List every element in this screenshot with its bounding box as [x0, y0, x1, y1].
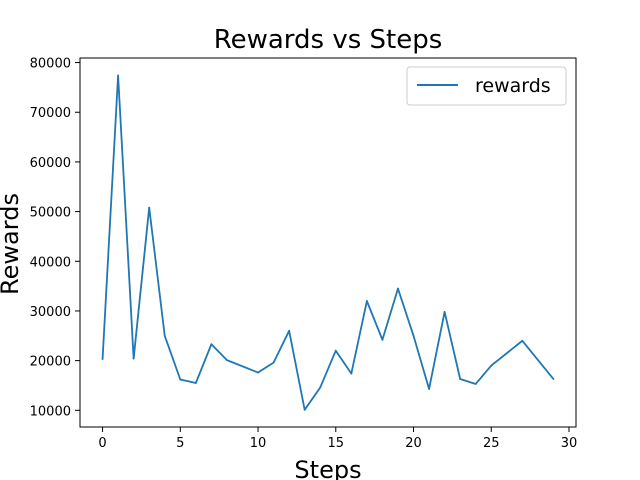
- data-point: [272, 361, 275, 364]
- x-tick-label: 30: [561, 436, 578, 451]
- data-point: [101, 358, 104, 361]
- x-tick-label: 10: [250, 436, 267, 451]
- y-axis: 10000 20000 30000 40000 50000 60000 70000 80000: [30, 57, 80, 419]
- y-axis-label: Rewards: [0, 193, 24, 295]
- data-point: [490, 364, 493, 367]
- y-tick-label: 70000: [30, 106, 71, 121]
- data-point: [334, 349, 337, 352]
- y-tick-label: 60000: [30, 156, 71, 171]
- data-point: [226, 359, 228, 362]
- y-tick-label: 10000: [30, 404, 71, 419]
- x-axis: 0 5 10 15 20 25 30: [98, 427, 577, 451]
- series-points: [101, 74, 555, 411]
- x-axis-label: Steps: [294, 456, 361, 480]
- data-point: [210, 343, 213, 346]
- y-tick-label: 30000: [30, 305, 71, 320]
- data-point: [552, 378, 555, 380]
- data-point: [412, 334, 415, 337]
- data-point: [319, 386, 322, 389]
- legend: rewards: [406, 66, 567, 106]
- x-tick-label: 5: [176, 436, 184, 451]
- data-point: [117, 74, 119, 77]
- y-tick-label: 80000: [30, 57, 71, 72]
- data-point: [132, 357, 135, 360]
- data-point: [365, 300, 368, 302]
- legend-box: [406, 66, 567, 106]
- x-tick-label: 20: [405, 436, 422, 451]
- y-tick-label: 20000: [30, 355, 71, 370]
- x-tick-label: 15: [328, 436, 345, 451]
- data-point: [521, 339, 524, 342]
- data-point: [459, 378, 462, 380]
- chart-title: Rewards vs Steps: [214, 25, 443, 55]
- x-tick-label: 25: [483, 436, 500, 451]
- data-point: [303, 408, 306, 411]
- data-point: [443, 311, 446, 313]
- data-point: [257, 371, 259, 374]
- legend-label: rewards: [475, 75, 551, 97]
- data-point: [350, 372, 353, 375]
- data-point: [163, 334, 166, 337]
- plot-area: [79, 57, 577, 428]
- x-tick-label: 0: [98, 436, 106, 451]
- data-point: [179, 378, 182, 381]
- y-tick-label: 40000: [30, 255, 71, 270]
- data-point: [474, 383, 477, 385]
- data-point: [288, 329, 291, 332]
- y-tick-label: 50000: [30, 206, 71, 221]
- data-point: [381, 338, 384, 341]
- data-point: [428, 388, 430, 390]
- data-point: [397, 287, 399, 290]
- data-point: [148, 206, 151, 209]
- data-point: [194, 382, 197, 384]
